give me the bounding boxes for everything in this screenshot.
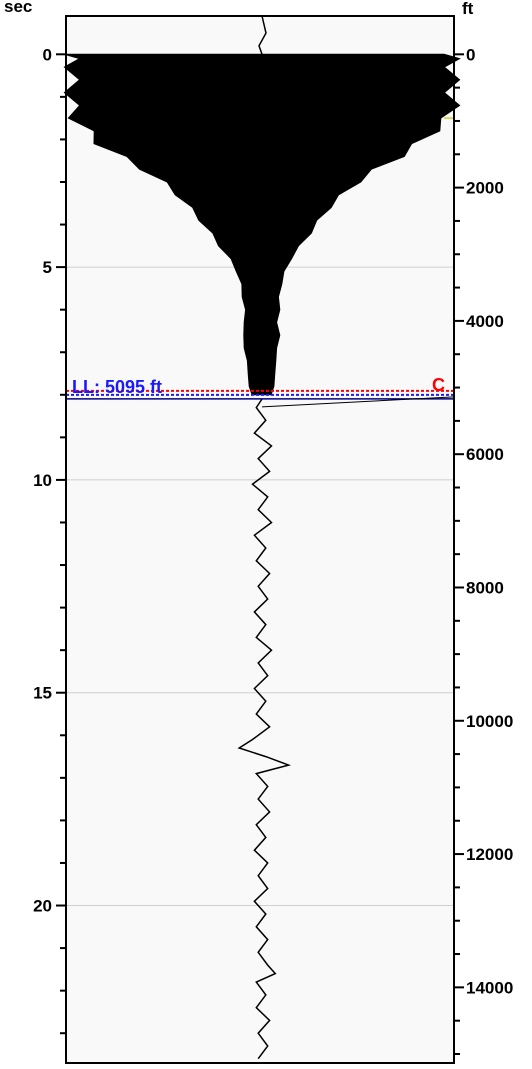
trace-wiggle [237,398,292,1060]
depth-tick-label: 14000 [466,978,513,997]
time-tick-label: 0 [43,45,52,64]
depth-tick-label: 2000 [466,179,504,198]
depth-axis-unit: ft [462,0,474,18]
time-tick-label: 15 [33,684,52,703]
depth-tick-label: 8000 [466,578,504,597]
c-marker-label: C [432,375,445,395]
time-tick-label: 5 [43,258,52,277]
time-axis: 0 5 10 15 20 [33,45,66,1035]
time-axis-unit: sec [4,0,32,16]
depth-tick-label: 0 [466,45,475,64]
depth-tick-label: 4000 [466,312,504,331]
time-tick-label: 10 [33,471,52,490]
depth-tick-label: 10000 [466,712,513,731]
trace-lead [258,15,267,55]
gridlines [66,266,454,907]
depth-tick-label: 6000 [466,445,504,464]
depth-tick-label: 12000 [466,845,513,864]
ll-depth-label: LL: 5095 ft [72,377,162,397]
time-tick-label: 20 [33,897,52,916]
plot-frame [65,15,455,1064]
depth-axis: 0 2000 4000 6000 8000 10000 12000 14000 [454,45,513,1056]
slant-line [261,396,455,408]
ll-marker [66,389,455,408]
